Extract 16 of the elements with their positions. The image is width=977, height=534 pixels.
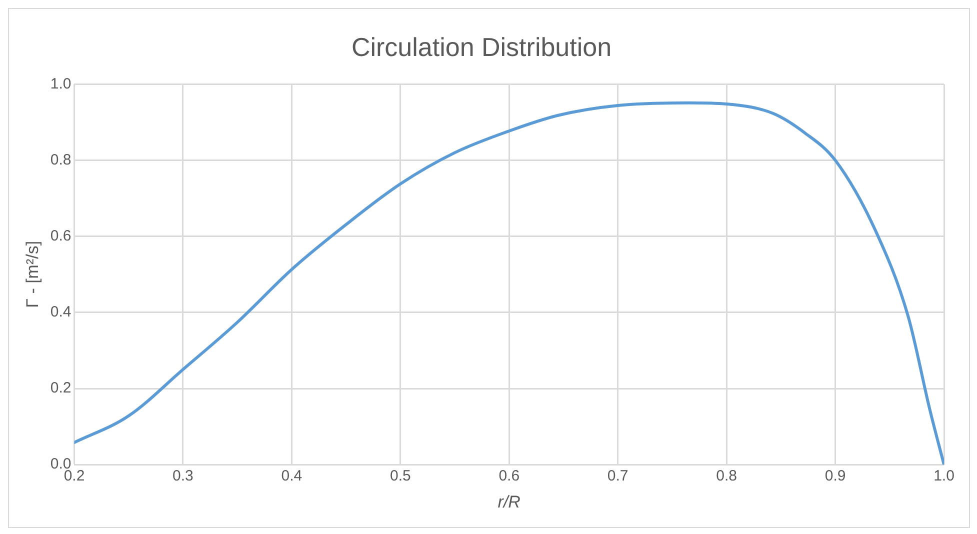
x-tick-label: 0.5 xyxy=(390,468,411,485)
x-tick-label: 0.8 xyxy=(716,468,737,485)
y-tick-label: 0.4 xyxy=(50,304,72,321)
y-axis-title: Γ - [m²/s] xyxy=(22,240,42,308)
y-tick-label: 0.2 xyxy=(50,380,72,397)
y-tick-label: 1.0 xyxy=(50,75,72,92)
x-tick-label: 0.6 xyxy=(498,468,520,485)
chart-title: Circulation Distribution xyxy=(351,32,612,62)
x-tick-label: 1.0 xyxy=(934,468,954,485)
x-tick-label: 0.3 xyxy=(172,468,194,485)
x-axis-title: r/R xyxy=(498,492,520,512)
y-tick-label: 0.8 xyxy=(50,151,72,168)
x-tick-label: 0.7 xyxy=(607,468,628,485)
x-tick-label: 0.9 xyxy=(824,468,846,485)
x-tick-label: 0.4 xyxy=(281,468,302,485)
y-tick-label: 0.6 xyxy=(50,228,72,244)
